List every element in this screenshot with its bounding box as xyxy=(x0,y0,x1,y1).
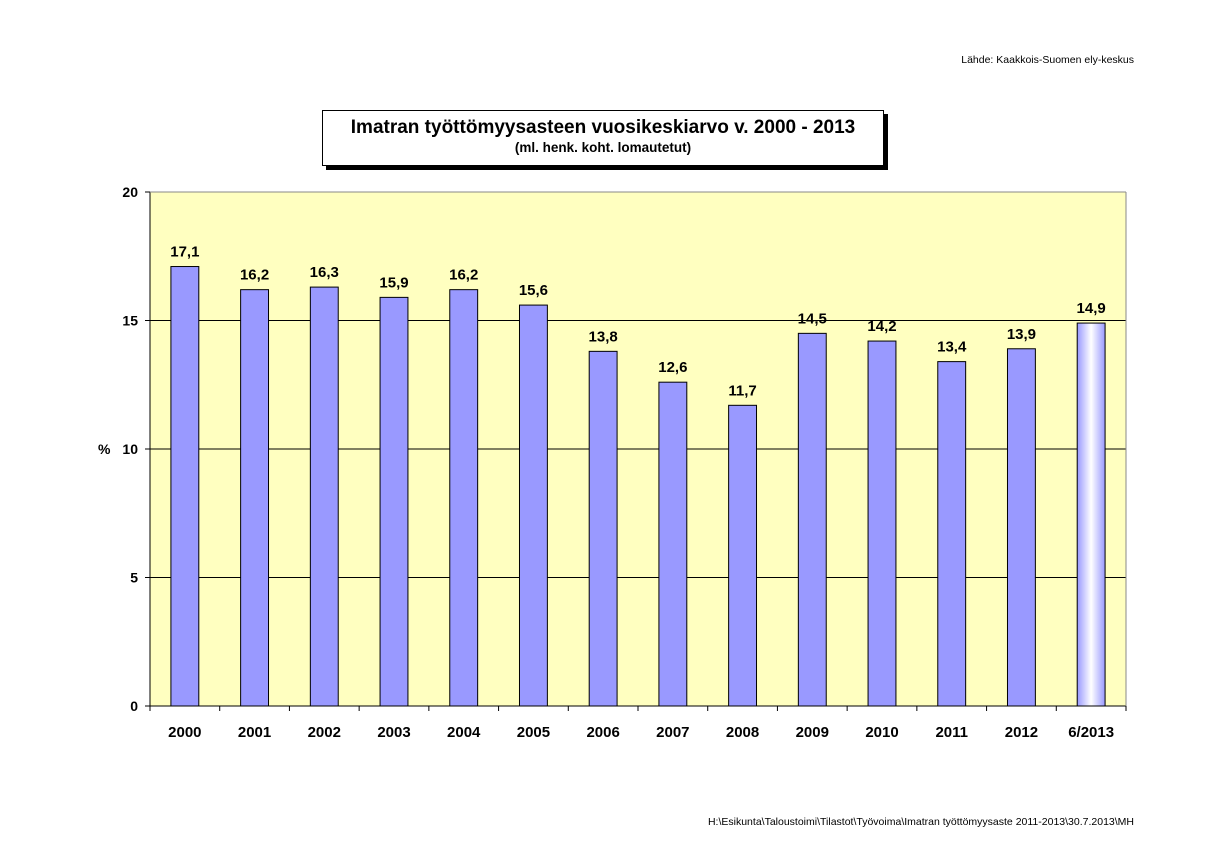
x-tick-label: 2011 xyxy=(935,724,968,741)
bar xyxy=(1076,322,1106,707)
chart-title-box: Imatran työttömyysasteen vuosikeskiarvo … xyxy=(322,110,884,166)
x-tick-label: 2000 xyxy=(168,724,201,741)
x-tick-label: 2008 xyxy=(726,724,759,741)
bar xyxy=(797,332,827,707)
data-label: 14,9 xyxy=(1077,300,1106,317)
data-label: 15,6 xyxy=(519,282,548,299)
data-label: 13,8 xyxy=(589,328,618,345)
data-label: 14,5 xyxy=(798,310,827,327)
y-tick-label: 5 xyxy=(130,570,138,586)
bar xyxy=(379,296,409,707)
data-label: 17,1 xyxy=(170,244,199,261)
bar xyxy=(867,340,897,707)
bar xyxy=(588,350,618,707)
x-tick-label: 6/2013 xyxy=(1068,724,1114,741)
data-label: 16,2 xyxy=(449,267,478,284)
y-tick-label: 15 xyxy=(122,313,138,329)
file-path-note: H:\Esikunta\Taloustoimi\Tilastot\Työvoim… xyxy=(707,816,1134,828)
bar xyxy=(1006,348,1036,707)
data-label: 12,6 xyxy=(658,359,687,376)
axes xyxy=(145,191,1127,711)
x-tick-label: 2001 xyxy=(238,724,271,741)
x-tick-label: 2010 xyxy=(865,724,898,741)
chart-subtitle: (ml. henk. koht. lomautetut) xyxy=(514,140,692,155)
bar xyxy=(170,266,200,707)
x-tick-label: 2012 xyxy=(1005,724,1038,741)
data-label: 11,7 xyxy=(728,382,756,399)
x-tick-label: 2004 xyxy=(447,724,481,741)
y-tick-label: 20 xyxy=(122,184,138,200)
x-tick-label: 2002 xyxy=(308,724,341,741)
y-tick-label: 10 xyxy=(122,441,138,457)
bar xyxy=(728,404,758,707)
bar xyxy=(449,289,479,707)
bar xyxy=(937,361,967,707)
labels: 0 5 10 15 20% 17,1 2000 16,2 2001 16,3 2002 15,9 200… xyxy=(98,184,1114,741)
data-label: 16,3 xyxy=(310,264,339,281)
x-tick-label: 2003 xyxy=(377,724,410,741)
x-tick-label: 2007 xyxy=(656,724,689,741)
x-tick-label: 2009 xyxy=(796,724,829,741)
data-label: 16,2 xyxy=(240,267,269,284)
x-tick-label: 2006 xyxy=(586,724,619,741)
bar xyxy=(309,286,339,707)
chart-title: Imatran työttömyysasteen vuosikeskiarvo … xyxy=(350,117,856,138)
data-label: 15,9 xyxy=(379,274,408,291)
x-tick-label: 2005 xyxy=(517,724,550,741)
y-tick-label: 0 xyxy=(130,698,138,714)
data-label: 14,2 xyxy=(867,318,896,335)
bar xyxy=(240,289,270,707)
bar xyxy=(658,381,688,707)
data-label: 13,9 xyxy=(1007,326,1036,343)
data-label: 13,4 xyxy=(937,339,967,356)
bar xyxy=(518,304,548,707)
bars xyxy=(170,266,1106,707)
y-axis-label: % xyxy=(98,441,111,457)
source-note: Lähde: Kaakkois-Suomen ely-keskus xyxy=(961,54,1134,66)
